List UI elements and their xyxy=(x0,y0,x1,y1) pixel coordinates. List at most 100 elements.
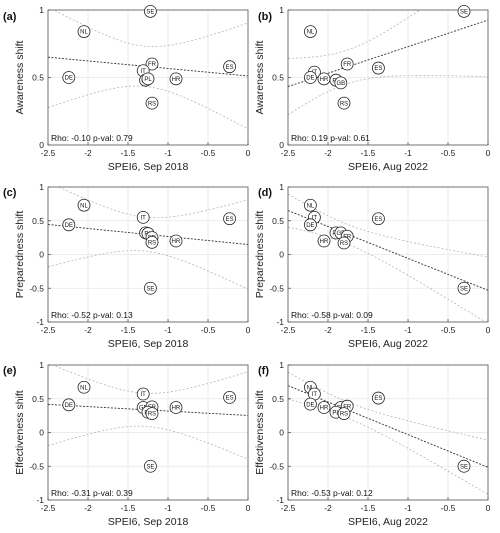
x-tick-label: -2 xyxy=(84,503,92,513)
data-point-se xyxy=(143,459,157,473)
data-point-label: HR xyxy=(320,406,329,412)
data-point-label: DE xyxy=(65,76,73,82)
panel-a: -2.5 -2 -1.5 -1 -0.5 0 0 0.5 1 SPEI6, Sep 2018 Awa… xyxy=(3,4,251,173)
x-tick-label: -1.5 xyxy=(361,325,376,335)
x-tick-label: -2.5 xyxy=(281,503,296,513)
confidence-upper xyxy=(57,187,248,219)
data-point-label: ES xyxy=(374,217,382,223)
confidence-upper xyxy=(288,371,488,441)
x-tick-label: -0.5 xyxy=(201,503,216,513)
data-point-label: PL xyxy=(144,77,152,83)
x-tick-label: -1.5 xyxy=(121,325,136,335)
data-point-label: ES xyxy=(374,396,382,402)
x-tick-label: -1 xyxy=(164,325,172,335)
y-tick-label: -0.5 xyxy=(29,283,44,293)
data-point-label: SE xyxy=(146,286,154,292)
fit-lines xyxy=(288,10,488,116)
y-tick-label: 1 xyxy=(39,182,44,192)
data-point-label: IT xyxy=(312,392,318,398)
y-tick-label: 0 xyxy=(279,140,284,150)
fit-lines xyxy=(48,10,248,130)
y-tick-label: 0 xyxy=(39,428,44,438)
y-axis-label: Preparedness shift xyxy=(254,211,266,299)
confidence-upper xyxy=(288,10,421,59)
data-point-label: HR xyxy=(320,239,329,245)
grid xyxy=(287,186,489,323)
y-tick-label: 1 xyxy=(39,360,44,370)
y-tick-label: -1 xyxy=(276,495,284,505)
y-axis-label: Awareness shift xyxy=(14,40,26,114)
data-point-rs xyxy=(145,96,159,110)
data-point-label: RS xyxy=(340,241,348,247)
x-axis-label: SPEI6, Sep 2018 xyxy=(108,338,189,350)
fit-lines xyxy=(288,371,488,495)
panel-d: -2.5 -2 -1.5 -1 -0.5 0 -1 -0.5 0 0.5 1 SPEI6, Aug 2… xyxy=(254,182,491,350)
confidence-upper xyxy=(53,10,248,47)
data-point-de xyxy=(62,71,76,84)
x-tick-label: -0.5 xyxy=(201,325,216,335)
regression-line xyxy=(288,210,488,291)
y-tick-label: -1 xyxy=(276,317,284,327)
data-point-pl xyxy=(141,72,155,86)
data-point-label: RS xyxy=(148,240,156,246)
x-tick-label: 0 xyxy=(486,503,491,513)
panel-f: -2.5 -2 -1.5 -1 -0.5 0 -1 -0.5 0 0.5 1 SPEI6, Aug 2… xyxy=(254,360,491,528)
data-point-es xyxy=(223,212,237,226)
panel-c: -2.5 -2 -1.5 -1 -0.5 0 -1 -0.5 0 0.5 1 SPEI6, Sep 2… xyxy=(3,182,251,350)
data-point-label: FR xyxy=(343,404,352,410)
data-point-rs xyxy=(145,235,159,249)
data-point-label: HR xyxy=(172,77,181,83)
data-point-hr xyxy=(169,234,183,248)
confidence-lower xyxy=(48,250,248,290)
confidence-lower xyxy=(288,226,487,322)
x-tick-label: -2.5 xyxy=(41,503,56,513)
panel-b: -2.5 -2 -1.5 -1 -0.5 0 0 0.5 1 SPEI6, Aug 2022 Awa… xyxy=(254,4,491,173)
data-point-fr xyxy=(340,57,354,71)
data-point-se xyxy=(457,459,471,473)
data-point-label: ES xyxy=(226,217,234,223)
regression-line xyxy=(48,403,248,416)
data-point-label: PL xyxy=(332,410,340,416)
data-point-label: SE xyxy=(460,286,468,292)
panel-label: (f) xyxy=(258,365,269,377)
confidence-lower xyxy=(48,425,248,460)
data-point-label: NL xyxy=(80,30,88,36)
x-tick-label: -2.5 xyxy=(281,148,296,158)
regression-line xyxy=(288,385,488,468)
data-point-label: IT xyxy=(141,69,147,75)
x-tick-label: 0 xyxy=(486,148,491,158)
x-tick-label: -1 xyxy=(164,148,172,158)
data-point-label: RS xyxy=(340,412,348,418)
x-tick-label: -1.5 xyxy=(121,503,136,513)
y-tick-label: 0.5 xyxy=(272,216,284,226)
data-point-label: NL xyxy=(80,385,88,391)
panel-label: (b) xyxy=(258,11,272,23)
data-point-label: ES xyxy=(374,66,382,72)
x-tick-label: -2.5 xyxy=(281,325,296,335)
y-tick-label: 0 xyxy=(39,140,44,150)
data-points: NLITESDEHRGBFRPLRSSE xyxy=(303,380,471,473)
x-axis-label: SPEI6, Aug 2022 xyxy=(348,516,428,528)
x-tick-label: -1.5 xyxy=(121,148,136,158)
data-point-hr xyxy=(317,234,331,248)
data-point-it xyxy=(136,210,150,224)
regression-line xyxy=(48,224,248,245)
x-tick-label: -2 xyxy=(84,148,92,158)
x-tick-label: -2 xyxy=(84,325,92,335)
data-point-nl xyxy=(77,198,91,212)
stats-annotation: Rho: -0.31 p-val: 0.39 xyxy=(51,488,133,498)
data-point-gb xyxy=(334,76,348,90)
data-point-rs xyxy=(145,407,159,421)
x-axis-label: SPEI6, Aug 2022 xyxy=(348,338,428,350)
data-point-label: IT xyxy=(141,215,147,221)
data-point-hr xyxy=(169,401,183,414)
x-tick-label: -0.5 xyxy=(201,148,216,158)
x-axis-label: SPEI6, Sep 2018 xyxy=(108,516,189,528)
data-point-se xyxy=(143,281,157,295)
y-tick-label: 1 xyxy=(279,360,284,370)
data-point-nl xyxy=(77,25,91,39)
x-axis-label: SPEI6, Sep 2018 xyxy=(108,161,189,173)
data-point-label: DE xyxy=(65,223,73,229)
data-point-label: IT xyxy=(312,215,318,221)
y-axis-label: Preparedness shift xyxy=(14,211,26,299)
